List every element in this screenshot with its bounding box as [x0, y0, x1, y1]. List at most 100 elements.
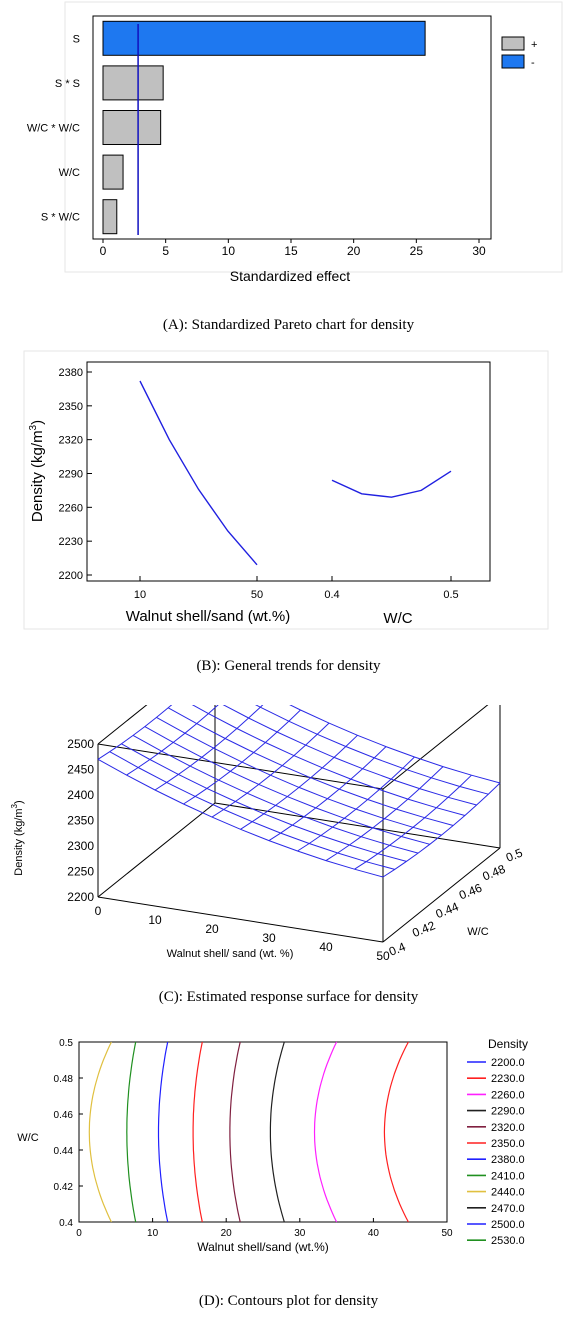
surface-mesh-line — [156, 716, 442, 836]
pareto-bar — [102, 65, 164, 101]
surface-z-tick-label: 2250 — [67, 865, 94, 879]
pareto-category-label: W/C * W/C — [27, 123, 80, 135]
surface-mesh-line — [132, 734, 419, 854]
contour-line — [126, 1041, 137, 1223]
contour-line — [313, 1041, 338, 1223]
trend-y-tick-label: 2380 — [59, 367, 83, 379]
surface-x-axis-label: Walnut shell/ sand (wt. %) — [167, 948, 294, 960]
trend-y-tick-label: 2290 — [59, 469, 83, 481]
surface-z-tick-label: 2300 — [67, 839, 94, 853]
contour-legend-label: 2230.0 — [491, 1073, 525, 1085]
pareto-category-label: S * S — [55, 78, 80, 90]
surface-y-tick-label: 0.4 — [387, 939, 408, 958]
pareto-bar — [102, 199, 118, 235]
surface-y-tick-label: 0.5 — [504, 845, 525, 864]
surface-box-edge — [382, 847, 501, 943]
surface-mesh-line — [222, 705, 477, 806]
caption-a: (A): Standardized Pareto chart for densi… — [162, 317, 415, 333]
pareto-chart: S S * S W/C * W/C W/C S * W/C 0 5 10 15 20 25 30 S… — [27, 1, 563, 284]
surface-box-edge — [97, 705, 148, 745]
surface-box-edge — [97, 802, 216, 898]
surface-y-tick-label: 0.48 — [480, 862, 507, 884]
contour-line — [88, 1041, 112, 1223]
surface-chart: 2200225023002350240024502500010203040500… — [10, 705, 525, 963]
contour-line — [383, 1041, 409, 1223]
trend-chart: 2200 2230 2260 2290 2320 2350 2380 10 50 0.4 0.5 D… — [23, 350, 549, 630]
surface-z-tick-label: 2350 — [67, 814, 94, 828]
contour-legend-label: 2380.0 — [491, 1154, 525, 1166]
surface-x-tick-label: 40 — [319, 940, 333, 954]
surface-x-tick-label: 50 — [376, 949, 390, 963]
surface-y-tick-label: 0.46 — [457, 881, 484, 903]
legend-label-negative: - — [531, 57, 535, 69]
contour-legend-label: 2290.0 — [491, 1106, 525, 1118]
trend-x-label-wc: W/C — [383, 610, 412, 627]
trend-y-axis-label: Density (kg/m3) — [28, 420, 46, 522]
pareto-x-tick-label: 20 — [347, 244, 361, 258]
contour-legend-label: 2410.0 — [491, 1170, 525, 1182]
contour-x-tick-label: 30 — [294, 1228, 306, 1239]
pareto-x-tick-label: 5 — [162, 244, 169, 258]
trend-y-tick-label: 2260 — [59, 502, 83, 514]
contour-x-tick-label: 50 — [441, 1228, 453, 1239]
pareto-x-axis-label: Standardized effect — [230, 268, 350, 284]
surface-mesh-line — [144, 726, 430, 845]
pareto-category-label: S * W/C — [41, 212, 80, 224]
contour-y-tick-label: 0.46 — [54, 1110, 74, 1121]
surface-box-edge — [97, 896, 384, 943]
contour-legend-label: 2200.0 — [491, 1057, 525, 1069]
caption-d: (D): Contours plot for density — [198, 1293, 379, 1309]
surface-z-tick-label: 2400 — [67, 788, 94, 802]
surface-x-tick-label: 20 — [205, 922, 219, 936]
surface-mesh-line — [109, 751, 395, 870]
contour-line — [229, 1041, 241, 1223]
contour-x-axis-label: Walnut shell/sand (wt.%) — [197, 1240, 329, 1254]
pareto-category-label: S — [73, 33, 80, 45]
surface-x-tick-label: 30 — [262, 931, 276, 945]
contour-y-tick-label: 0.44 — [54, 1146, 74, 1157]
surface-z-tick-label: 2450 — [67, 763, 94, 777]
trend-x-tick-label: 0.5 — [443, 589, 458, 601]
surface-mesh-line — [354, 774, 472, 870]
contour-plot-area — [78, 1041, 448, 1223]
contour-y-tick-label: 0.48 — [54, 1074, 74, 1085]
contour-y-tick-label: 0.5 — [59, 1038, 73, 1049]
trend-y-tick-label: 2230 — [59, 536, 83, 548]
trend-x-tick-label: 10 — [134, 589, 146, 601]
pareto-bar — [102, 110, 162, 145]
contour-chart: 0 10 20 30 40 50 0.4 0.42 0.44 0.46 0.48 0.5 W/C Wa… — [17, 1037, 528, 1254]
surface-x-tick-label: 0 — [95, 904, 102, 918]
contour-legend-label: 2530.0 — [491, 1235, 525, 1247]
surface-y-tick-label: 0.42 — [410, 918, 437, 940]
contour-x-tick-label: 10 — [147, 1228, 159, 1239]
surface-mesh-line — [289, 705, 501, 784]
pareto-category-label: W/C — [59, 167, 80, 179]
contour-x-tick-label: 20 — [221, 1228, 233, 1239]
surface-y-axis-label: W/C — [467, 926, 488, 938]
trend-x-tick-label: 50 — [251, 589, 263, 601]
trend-x-tick-label: 0.4 — [324, 589, 339, 601]
legend-swatch-positive — [501, 36, 525, 51]
contour-y-tick-label: 0.42 — [54, 1182, 74, 1193]
contour-legend-label: 2470.0 — [491, 1203, 525, 1215]
pareto-bar — [102, 20, 426, 56]
pareto-x-tick-label: 10 — [222, 244, 236, 258]
surface-box-edge — [97, 743, 384, 790]
surface-mesh-line — [325, 766, 444, 862]
contour-legend-label: 2500.0 — [491, 1219, 525, 1231]
surface-y-tick-label: 0.44 — [434, 899, 461, 921]
surface-mesh-line — [191, 705, 466, 816]
surface-z-tick-label: 2200 — [67, 890, 94, 904]
trend-y-tick-label: 2200 — [59, 570, 83, 582]
surface-mesh-line — [97, 705, 173, 760]
contour-legend-label: 2320.0 — [491, 1122, 525, 1134]
trend-y-tick-label: 2350 — [59, 401, 83, 413]
pareto-legend: + - — [501, 36, 537, 69]
pareto-x-tick-label: 25 — [410, 244, 424, 258]
contour-legend-title: Density — [488, 1037, 528, 1051]
surface-mesh-line — [297, 756, 415, 852]
contour-line — [269, 1041, 285, 1223]
surface-box-edge — [214, 802, 501, 849]
trend-line — [331, 470, 452, 498]
contour-legend-label: 2350.0 — [491, 1138, 525, 1150]
